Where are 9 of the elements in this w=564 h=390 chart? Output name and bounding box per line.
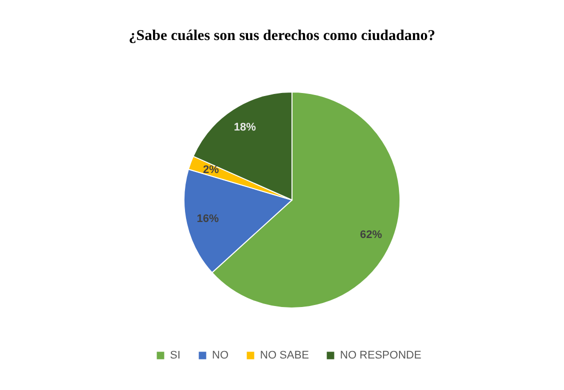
data-label: 18%	[234, 122, 256, 134]
data-label: 2%	[202, 164, 220, 176]
chart-title: ¿Sabe cuáles son sus derechos como ciudadano?	[128, 28, 436, 44]
data-label: 16%	[196, 213, 219, 226]
legend-label: NO SABE	[260, 350, 309, 362]
legend-label: SI	[170, 350, 180, 362]
data-label: 62%	[360, 228, 382, 241]
legend-label: NO	[212, 350, 229, 362]
legend-label: NO RESPONDE	[340, 350, 422, 362]
